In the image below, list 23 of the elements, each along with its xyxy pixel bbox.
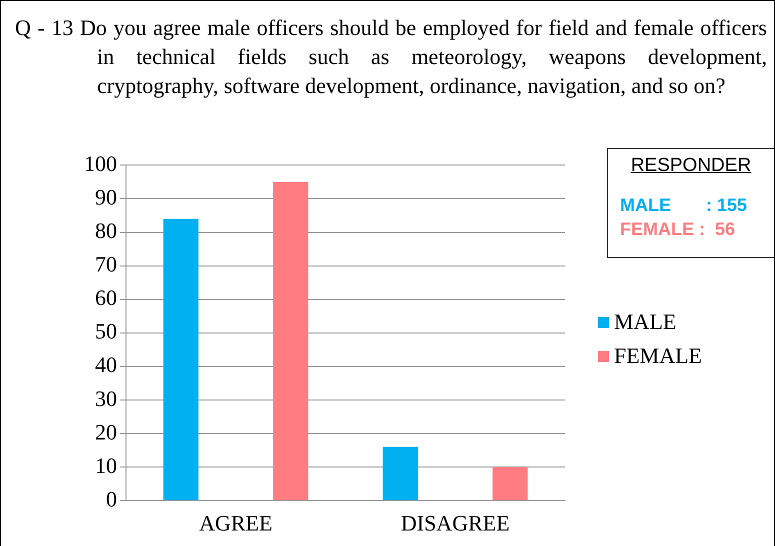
y-tick-label: 0 bbox=[106, 486, 117, 512]
chart-title: Q - 13 Do you agree male officers should be employed for field and female officers in technical fields such as meteorology, weapons development, cryptography, software development, ordinance, navigation, and so on? bbox=[15, 14, 767, 100]
legend-label: MALE bbox=[614, 309, 676, 335]
y-tick-label: 70 bbox=[95, 252, 117, 277]
y-tick-label: 40 bbox=[95, 352, 117, 378]
bar bbox=[273, 182, 308, 500]
text: MALE : 155 bbox=[620, 195, 748, 216]
bar bbox=[382, 446, 418, 500]
y-tick-label: 80 bbox=[95, 218, 117, 244]
y-tick-label: 90 bbox=[95, 184, 117, 210]
x-tick-label: DISAGREE bbox=[400, 510, 510, 536]
y-tick-label: 10 bbox=[95, 452, 117, 478]
x-tick-label: AGREE bbox=[199, 510, 272, 536]
y-tick-label: 30 bbox=[95, 386, 117, 411]
y-tick-label: 60 bbox=[95, 285, 117, 310]
y-tick-label: 100 bbox=[84, 150, 117, 176]
text: FEMALE : 56 bbox=[620, 219, 736, 240]
y-tick-label: 20 bbox=[95, 419, 117, 444]
text: RESPONDER bbox=[630, 155, 752, 177]
legend-label: FEMALE bbox=[614, 343, 702, 369]
y-tick-label: 50 bbox=[95, 318, 117, 344]
bar bbox=[492, 467, 528, 500]
bar bbox=[163, 218, 198, 500]
